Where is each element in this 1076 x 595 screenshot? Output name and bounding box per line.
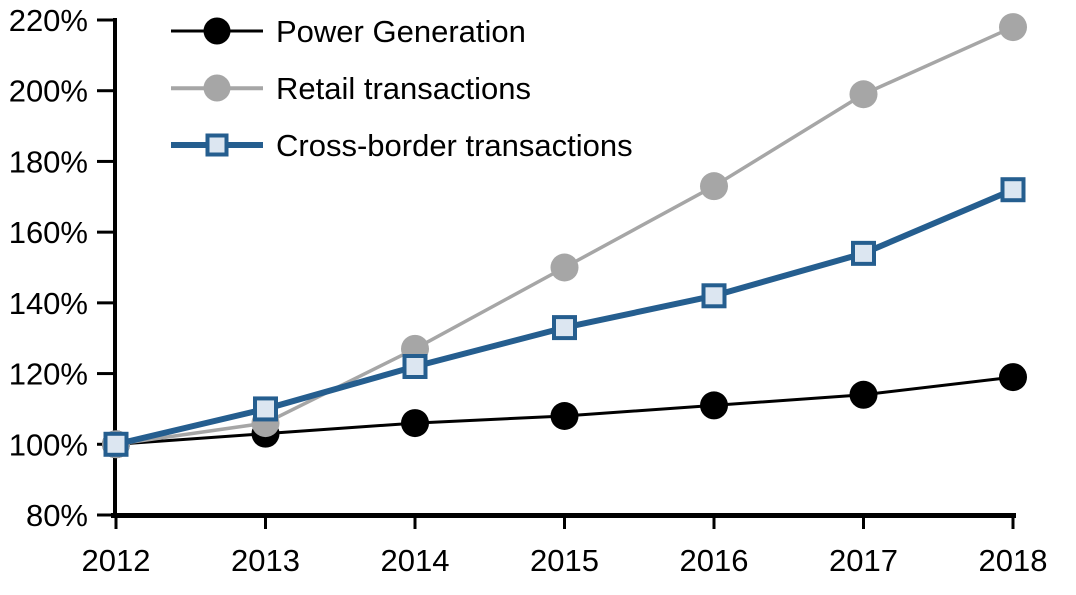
legend-item-power-generation: Power Generation xyxy=(171,8,633,54)
y-axis-tick-label: 140% xyxy=(9,286,88,321)
series-power-generation-marker xyxy=(550,402,579,430)
series-power-generation-marker xyxy=(700,391,728,420)
legend-item-cross-border-transactions: Cross-border transactions xyxy=(171,122,633,168)
x-axis-tick-label: 2013 xyxy=(231,543,300,578)
legend-label: Retail transactions xyxy=(276,70,532,106)
legend-circle-icon xyxy=(203,17,231,45)
legend-circle-icon xyxy=(203,74,231,102)
series-cross-border-transactions-marker xyxy=(103,431,129,457)
series-cross-border-transactions-marker xyxy=(253,396,278,422)
y-axis-tick-label: 180% xyxy=(9,144,88,179)
cross-border-transactions-marker-icon xyxy=(171,129,263,161)
series-retail-transactions-marker xyxy=(849,80,878,109)
series-retail-transactions-marker xyxy=(550,253,579,282)
y-axis-tick-label: 120% xyxy=(9,357,88,392)
retail-transactions-marker-icon xyxy=(171,72,263,104)
series-power-generation-marker xyxy=(849,380,878,409)
legend: Power Generation Retail transactions Cross… xyxy=(171,8,633,179)
series-cross-border-transactions-marker xyxy=(552,315,577,341)
x-axis-tick-label: 2018 xyxy=(979,543,1048,578)
y-axis-tick-label: 200% xyxy=(9,74,88,109)
legend-label: Power Generation xyxy=(276,13,526,49)
x-axis-tick-label: 2012 xyxy=(82,543,151,578)
y-axis-tick-label: 80% xyxy=(26,498,88,533)
series-cross-border-transactions-marker xyxy=(1000,177,1026,203)
legend-label: Cross-border transactions xyxy=(276,127,633,163)
x-axis-tick-label: 2014 xyxy=(381,543,450,578)
series-retail-transactions-marker xyxy=(999,13,1027,42)
legend-square-icon xyxy=(205,133,229,157)
series-cross-border-transactions-marker xyxy=(402,354,428,379)
y-axis-tick-label: 220% xyxy=(9,3,88,38)
series-power-generation-marker xyxy=(999,363,1027,392)
x-axis-tick-label: 2015 xyxy=(530,543,599,578)
series-cross-border-transactions-marker xyxy=(851,240,876,266)
y-axis-tick-label: 160% xyxy=(9,215,88,250)
series-power-generation-marker xyxy=(401,409,429,438)
series-cross-border-transactions-marker xyxy=(701,283,727,309)
x-axis-tick-label: 2017 xyxy=(829,543,898,578)
legend-item-retail-transactions: Retail transactions xyxy=(171,65,633,111)
y-axis-tick-label: 100% xyxy=(9,427,88,462)
series-retail-transactions-marker xyxy=(700,172,728,201)
power-generation-marker-icon xyxy=(171,15,263,47)
x-axis-tick-label: 2016 xyxy=(680,543,749,578)
